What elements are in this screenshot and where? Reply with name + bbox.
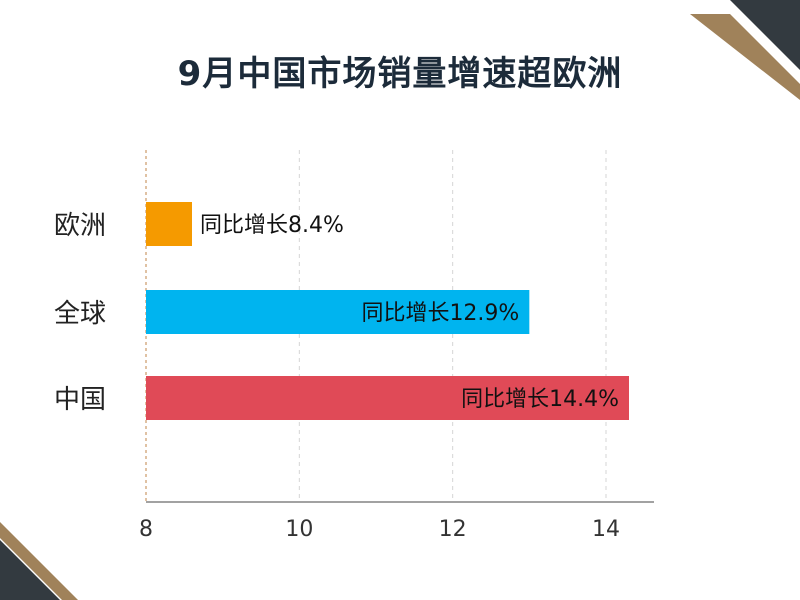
labels-layer: 欧洲 同比增长8.4% 全球 同比增长12.9% 中国 同比增长14.4% <box>54 211 619 415</box>
bar-2 <box>146 376 629 420</box>
category-label-1: 全球 <box>54 299 106 329</box>
x-tick-label-8: 8 <box>139 517 153 542</box>
category-label-2: 中国 <box>54 385 106 415</box>
x-tick-label-14: 14 <box>592 517 620 542</box>
x-tick-label-10: 10 <box>285 517 313 542</box>
category-label-0: 欧洲 <box>54 211 106 241</box>
bars-layer <box>146 202 629 420</box>
bar-0 <box>146 202 192 246</box>
bar-1 <box>146 290 530 334</box>
x-tick-label-12: 12 <box>439 517 467 542</box>
data-label-0: 同比增长8.4% <box>200 213 344 238</box>
data-label-2: 同比增长14.4% <box>461 387 619 412</box>
data-label-1: 同比增长12.9% <box>361 301 519 326</box>
axis-layer: 8 10 12 14 <box>139 501 654 542</box>
page-title: 9月中国市场销量增速超欧洲 <box>177 54 623 94</box>
